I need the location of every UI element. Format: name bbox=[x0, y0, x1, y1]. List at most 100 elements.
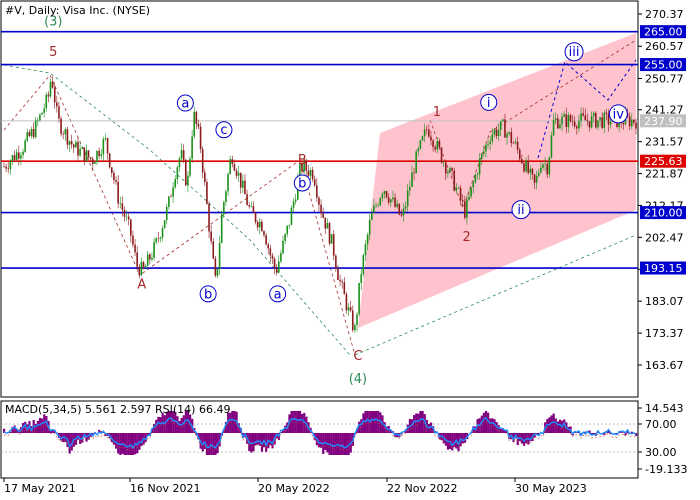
candle bbox=[578, 114, 580, 133]
macd-bar bbox=[457, 433, 460, 452]
candle bbox=[592, 111, 595, 123]
price-tick-label: 202.47 bbox=[645, 231, 684, 244]
candle bbox=[43, 103, 45, 118]
wave-label-5: b bbox=[293, 174, 311, 192]
wave-text: C bbox=[353, 349, 362, 364]
candle bbox=[195, 110, 198, 130]
candle bbox=[455, 183, 458, 194]
macd-bar bbox=[463, 433, 466, 443]
candle bbox=[521, 154, 523, 165]
price-tick-label: 250.77 bbox=[645, 72, 684, 85]
candle bbox=[349, 300, 352, 313]
candle bbox=[630, 113, 633, 130]
candle bbox=[149, 253, 151, 265]
candle bbox=[81, 146, 84, 149]
candle bbox=[233, 159, 236, 172]
candle bbox=[404, 201, 407, 213]
wave-text: c bbox=[220, 123, 227, 138]
macd-bar bbox=[9, 431, 12, 433]
level-tag-text: 193.15 bbox=[644, 262, 683, 275]
candle bbox=[263, 230, 265, 238]
candle bbox=[451, 167, 453, 177]
macd-bar bbox=[487, 412, 490, 433]
macd-bar bbox=[13, 425, 16, 433]
candle bbox=[491, 128, 494, 145]
macd-bar bbox=[383, 422, 386, 433]
macd-bar bbox=[332, 433, 335, 455]
price-tick-label: 183.07 bbox=[645, 295, 684, 308]
candle bbox=[218, 235, 221, 275]
candle bbox=[335, 253, 337, 272]
candle bbox=[225, 189, 227, 206]
candle bbox=[390, 198, 392, 207]
candle bbox=[204, 168, 206, 186]
candle bbox=[381, 191, 384, 202]
candle bbox=[132, 230, 134, 248]
candle bbox=[26, 128, 29, 143]
wave-lines bbox=[3, 39, 637, 356]
wave-text: b bbox=[298, 176, 306, 191]
macd-bar bbox=[379, 412, 382, 433]
macd-bar bbox=[518, 433, 521, 442]
candle bbox=[125, 210, 128, 221]
candle bbox=[398, 203, 401, 216]
candle bbox=[115, 176, 117, 185]
macd-bar bbox=[609, 433, 612, 434]
indicator-tick-label: 30.00 bbox=[645, 446, 677, 459]
candle bbox=[364, 240, 367, 261]
macd-bar bbox=[252, 433, 255, 452]
macd-bar bbox=[254, 433, 257, 446]
macd-bar bbox=[461, 433, 464, 444]
macd-bar bbox=[165, 411, 168, 433]
candle bbox=[518, 147, 521, 162]
wave-label-16: iv bbox=[608, 104, 628, 124]
candle bbox=[510, 127, 513, 147]
candle bbox=[172, 182, 174, 203]
candle bbox=[586, 113, 589, 126]
macd-bar bbox=[91, 433, 94, 436]
macd-bar bbox=[292, 411, 295, 433]
candle bbox=[502, 118, 504, 123]
candle bbox=[242, 174, 244, 194]
candle bbox=[599, 117, 601, 127]
candle bbox=[146, 250, 149, 267]
candle bbox=[449, 166, 451, 174]
candle bbox=[360, 268, 363, 291]
candle bbox=[284, 233, 286, 245]
candle bbox=[375, 202, 377, 209]
candle bbox=[130, 218, 132, 243]
macd-bar bbox=[136, 433, 139, 454]
candle bbox=[37, 117, 39, 126]
macd-bar bbox=[11, 426, 14, 433]
price-tick-label: 221.87 bbox=[645, 168, 684, 181]
candle bbox=[343, 277, 346, 295]
candle bbox=[345, 291, 348, 315]
macd-bar bbox=[110, 433, 113, 443]
candle bbox=[288, 224, 291, 230]
macd-bar bbox=[150, 428, 154, 433]
candle bbox=[212, 238, 215, 260]
macd-bar bbox=[100, 431, 103, 433]
candle bbox=[220, 210, 223, 244]
candle bbox=[569, 113, 572, 123]
macd-bar bbox=[626, 430, 629, 433]
macd-bar bbox=[317, 433, 321, 448]
macd-bar bbox=[167, 411, 171, 433]
macd-bar bbox=[558, 419, 562, 433]
wave-line-red-right bbox=[429, 39, 637, 210]
wave-text: (4) bbox=[349, 372, 367, 387]
time-tick-label: 20 May 2022 bbox=[258, 482, 330, 495]
candle bbox=[552, 113, 555, 136]
candle bbox=[261, 219, 263, 232]
candle bbox=[601, 112, 603, 130]
candle bbox=[324, 217, 327, 234]
candle bbox=[476, 172, 479, 180]
chart-title: #V, Daily: Visa Inc. (NYSE) bbox=[5, 4, 150, 17]
candle bbox=[277, 255, 280, 274]
candle bbox=[56, 95, 58, 113]
candle bbox=[351, 305, 354, 333]
candle bbox=[138, 263, 141, 279]
candle bbox=[597, 120, 599, 130]
candle bbox=[326, 218, 329, 229]
